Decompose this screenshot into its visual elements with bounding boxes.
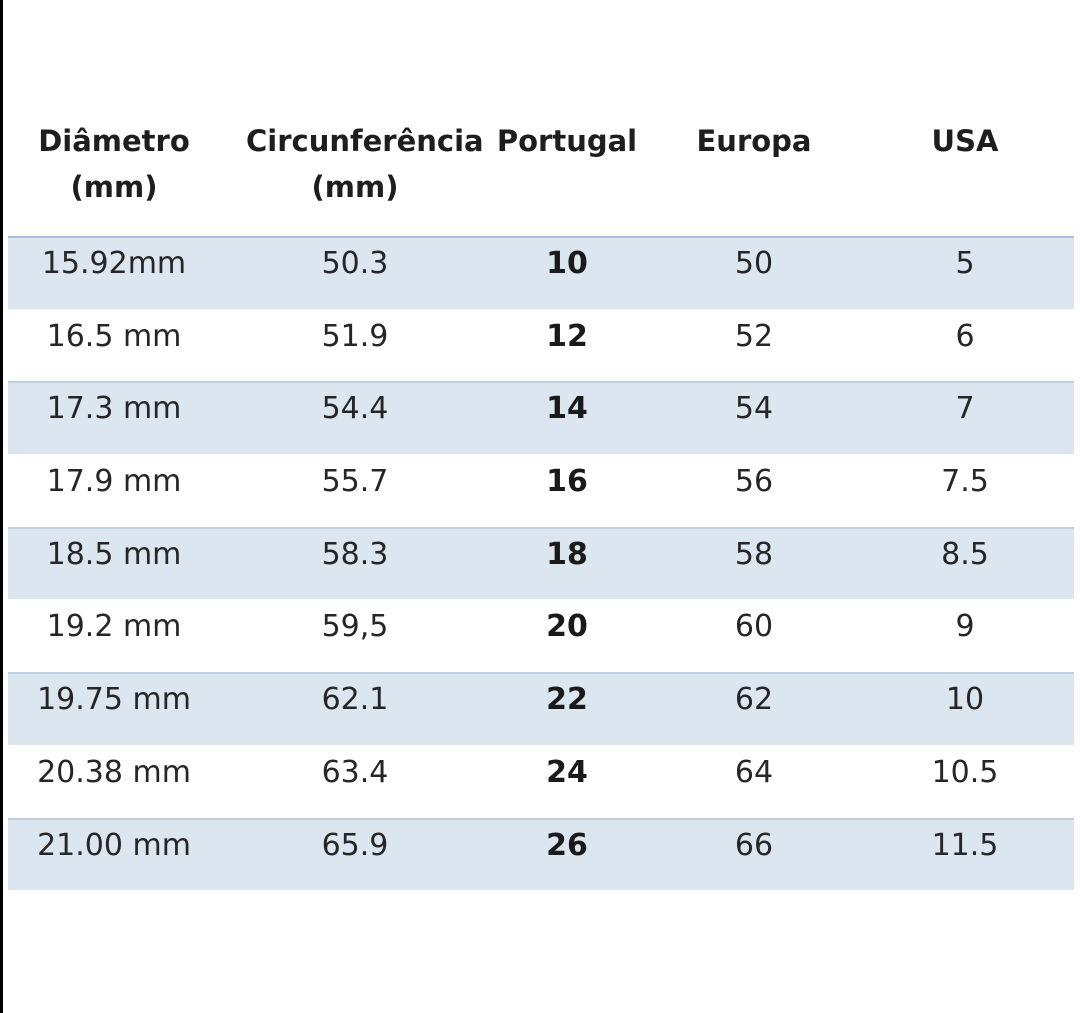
cell-europa: 66 <box>734 827 774 863</box>
table-row: 19.75 mm 62.1 22 62 10 <box>8 672 1074 745</box>
header-usa-line1: USA <box>931 124 999 158</box>
cell-diametro: 18.5 mm <box>46 536 182 572</box>
cell-circunferencia: 50.3 <box>321 246 389 281</box>
cell-portugal: 10 <box>546 246 588 281</box>
cell-usa: 11.5 <box>931 827 999 863</box>
cell-circunferencia: 59,5 <box>321 609 389 645</box>
header-europa: Europa <box>672 118 836 164</box>
header-diametro-line2: (mm) <box>70 170 158 204</box>
cell-circunferencia: 62.1 <box>321 682 389 718</box>
cell-europa: 50 <box>734 246 774 281</box>
cell-usa: 6 <box>955 318 975 354</box>
cell-usa: 7.5 <box>941 464 989 500</box>
cell-portugal: 26 <box>546 827 588 863</box>
cell-circunferencia: 51.9 <box>321 318 389 354</box>
cell-europa: 62 <box>734 682 774 718</box>
header-circunferencia-line2: (mm) <box>311 170 399 204</box>
cell-usa: 9 <box>955 609 975 645</box>
cell-diametro: 17.9 mm <box>46 464 182 500</box>
cell-europa: 60 <box>734 609 774 645</box>
cell-europa: 54 <box>734 391 774 427</box>
header-circunferencia-line1: Circunferência <box>246 124 484 158</box>
cell-diametro: 17.3 mm <box>46 391 182 427</box>
cell-usa: 8.5 <box>941 536 989 572</box>
table-row: 17.9 mm 55.7 16 56 7.5 <box>8 454 1074 527</box>
cell-portugal: 18 <box>546 536 588 572</box>
table-row: 15.92mm 50.3 10 50 5 <box>8 236 1074 309</box>
table-row: 20.38 mm 63.4 24 64 10.5 <box>8 744 1074 818</box>
cell-europa: 64 <box>734 754 774 790</box>
header-portugal-line1: Portugal <box>496 124 638 158</box>
cell-diametro: 15.92mm <box>41 246 187 281</box>
cell-usa: 7 <box>955 391 975 427</box>
right-edge <box>1074 0 1080 1013</box>
table-row: 18.5 mm 58.3 18 58 8.5 <box>8 526 1074 600</box>
cell-portugal: 22 <box>546 682 588 718</box>
cell-diametro: 21.00 mm <box>37 827 191 863</box>
cell-circunferencia: 58.3 <box>321 536 389 572</box>
cell-europa: 56 <box>734 464 774 500</box>
header-diametro: Diâmetro (mm) <box>8 118 220 210</box>
cell-diametro: 16.5 mm <box>46 318 182 354</box>
cell-usa: 5 <box>955 246 975 281</box>
cell-portugal: 14 <box>546 391 588 427</box>
table-header: Diâmetro (mm) Circunferência (mm) Portug… <box>8 118 1074 236</box>
cell-diametro: 20.38 mm <box>37 754 191 790</box>
cell-circunferencia: 63.4 <box>321 754 389 790</box>
cell-usa: 10 <box>945 682 985 718</box>
cell-portugal: 20 <box>546 609 588 645</box>
table-row: 19.2 mm 59,5 20 60 9 <box>8 599 1074 673</box>
cell-circunferencia: 54.4 <box>321 391 389 427</box>
cell-portugal: 12 <box>546 318 588 354</box>
header-circunferencia: Circunferência (mm) <box>246 118 484 210</box>
header-diametro-line1: Diâmetro <box>38 124 190 158</box>
header-europa-line1: Europa <box>696 124 812 158</box>
cell-diametro: 19.75 mm <box>37 682 191 718</box>
cell-diametro: 19.2 mm <box>46 609 182 645</box>
table-row: 16.5 mm 51.9 12 52 6 <box>8 308 1074 382</box>
cell-europa: 58 <box>734 536 774 572</box>
header-portugal: Portugal <box>488 118 646 164</box>
table-row: 17.3 mm 54.4 14 54 7 <box>8 381 1074 455</box>
left-border <box>0 0 3 1013</box>
cell-circunferencia: 65.9 <box>321 827 389 863</box>
cell-usa: 10.5 <box>931 754 999 790</box>
cell-circunferencia: 55.7 <box>321 464 389 500</box>
table-row: 21.00 mm 65.9 26 66 11.5 <box>8 817 1074 891</box>
header-usa: USA <box>870 118 1060 164</box>
cell-portugal: 24 <box>546 754 588 790</box>
cell-europa: 52 <box>734 318 774 354</box>
cell-portugal: 16 <box>546 464 588 500</box>
table-body: 15.92mm 50.3 10 50 5 16.5 mm 51.9 12 52 6 17.3 mm 5… <box>8 236 1074 891</box>
